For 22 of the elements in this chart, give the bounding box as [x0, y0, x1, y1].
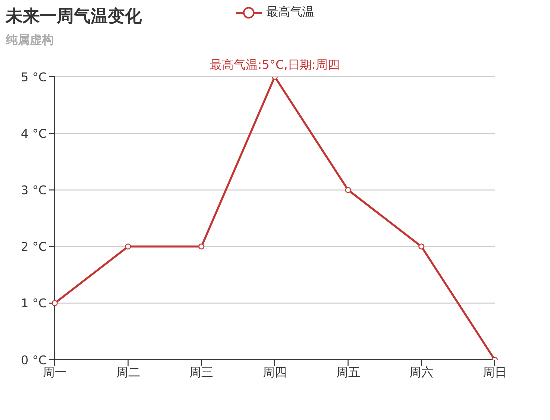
- point: [345, 187, 352, 194]
- y-tick-label: 0 °C: [21, 353, 47, 368]
- y-tick-label: 5 °C: [21, 70, 47, 84]
- x-tick-label: 周四: [263, 366, 287, 380]
- y-tick-label: 3 °C: [21, 183, 47, 198]
- x-tick-label: 周五: [336, 366, 360, 380]
- y-tick-label: 1 °C: [21, 296, 47, 311]
- point: [418, 244, 425, 250]
- point: [198, 244, 205, 250]
- y-tick-label: 4 °C: [21, 126, 47, 141]
- x-tick-label: 周一: [43, 366, 67, 380]
- x-tick-label: 周六: [410, 366, 434, 380]
- chart-title: 未来一周气温变化: [6, 6, 142, 28]
- legend-label: 最高气温: [266, 4, 314, 21]
- x-tick-label: 周日: [483, 366, 507, 380]
- y-tick-label: 2 °C: [21, 240, 47, 254]
- x-tick-label: 周三: [190, 366, 214, 380]
- annotation: 最高气温:5°C,日期:周四: [210, 58, 340, 72]
- point: [52, 300, 58, 306]
- point: [125, 244, 132, 250]
- x-tick-label: 周二: [116, 366, 140, 380]
- chart-subtitle: 纯属虚构: [6, 32, 54, 49]
